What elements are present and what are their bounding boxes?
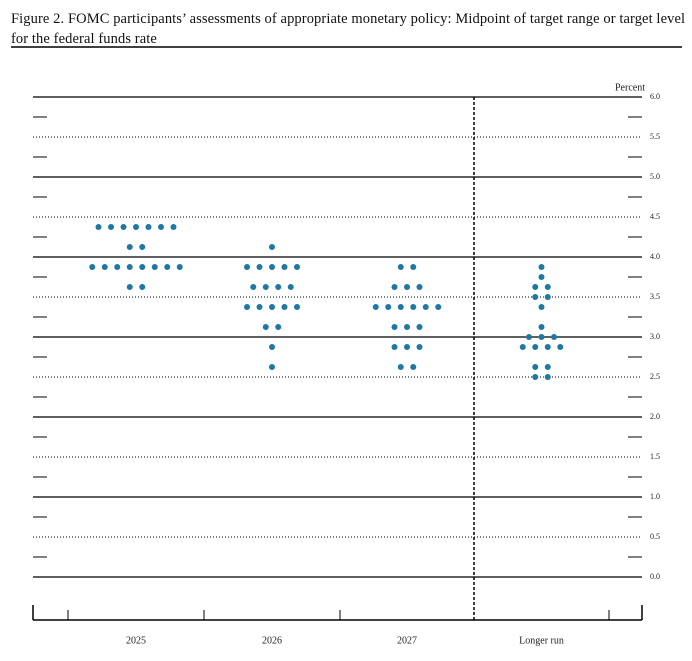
dot	[422, 304, 429, 310]
figure-title: Figure 2. FOMC participants’ assessments…	[11, 11, 686, 47]
dot	[526, 334, 532, 340]
y-tick-label: 0.0	[650, 572, 660, 581]
y-tick-label: 4.0	[650, 252, 660, 261]
dot	[397, 364, 404, 370]
y-tick-label: 6.0	[650, 92, 660, 101]
dot	[410, 364, 417, 370]
dot	[139, 284, 146, 290]
dot	[532, 284, 539, 290]
dot	[544, 364, 551, 370]
dot	[416, 284, 423, 290]
y-tick-label: 1.5	[650, 452, 660, 461]
dot	[519, 344, 526, 350]
dot	[287, 284, 294, 290]
dot	[164, 264, 171, 270]
dot	[95, 224, 102, 230]
dot	[275, 324, 282, 330]
dot	[281, 264, 288, 270]
dot	[269, 364, 275, 370]
dot	[538, 274, 545, 280]
dot	[372, 304, 379, 310]
dot	[89, 264, 96, 270]
dot	[391, 284, 398, 290]
x-tick-label: Longer run	[519, 635, 564, 646]
dot	[544, 294, 551, 300]
dot	[532, 294, 539, 300]
dot	[101, 264, 108, 270]
y-axis-label: Percent	[615, 82, 645, 93]
dot	[139, 244, 146, 250]
dot	[158, 224, 164, 230]
dot	[404, 324, 410, 330]
y-tick-label: 2.0	[650, 412, 660, 421]
dot	[244, 264, 250, 270]
dot	[256, 264, 263, 270]
dot	[538, 334, 545, 340]
dot	[244, 304, 250, 310]
dot	[139, 264, 146, 270]
dot	[404, 344, 410, 350]
dot	[532, 374, 539, 380]
dot	[256, 304, 263, 310]
dot	[544, 374, 551, 380]
dot	[294, 264, 300, 270]
dot	[281, 304, 288, 310]
dot	[410, 304, 417, 310]
dot	[532, 364, 539, 370]
y-tick-label: 1.0	[650, 492, 660, 501]
dot	[133, 224, 139, 230]
dot	[108, 224, 114, 230]
dot	[544, 284, 551, 290]
dot	[416, 324, 423, 330]
y-tick-label: 2.5	[650, 372, 660, 381]
dot	[538, 264, 545, 270]
dot	[269, 264, 275, 270]
dot	[294, 304, 300, 310]
dot	[126, 244, 133, 250]
dot	[435, 304, 442, 310]
dot	[120, 224, 127, 230]
dot	[275, 284, 282, 290]
dot	[557, 344, 564, 350]
dot	[397, 304, 404, 310]
x-tick-label: 2025	[126, 635, 146, 646]
dot	[262, 284, 269, 290]
dot	[385, 304, 392, 310]
dot	[262, 324, 269, 330]
x-tick-label: 2026	[262, 635, 282, 646]
dot	[126, 264, 133, 270]
dot	[176, 264, 183, 270]
dot	[397, 264, 404, 270]
dot	[404, 284, 410, 290]
dot	[126, 284, 133, 290]
dot	[544, 344, 551, 350]
y-tick-label: 4.5	[650, 212, 660, 221]
dot	[269, 304, 275, 310]
y-tick-label: 5.0	[650, 172, 660, 181]
y-tick-label: 0.5	[650, 532, 660, 541]
dot	[391, 344, 398, 350]
dot	[416, 344, 423, 350]
dot	[532, 344, 539, 350]
y-tick-label: 3.0	[650, 332, 660, 341]
dot	[145, 224, 152, 230]
dot	[538, 304, 545, 310]
dot	[551, 334, 557, 340]
y-tick-label: 5.5	[650, 132, 660, 141]
dot	[269, 244, 275, 250]
dot	[114, 264, 121, 270]
dot	[170, 224, 177, 230]
dot	[250, 284, 257, 290]
x-tick-label: 2027	[397, 635, 417, 646]
dot	[151, 264, 158, 270]
dot	[538, 324, 545, 330]
dot	[391, 324, 398, 330]
dot	[410, 264, 417, 270]
dot	[269, 344, 275, 350]
y-tick-label: 3.5	[650, 292, 660, 301]
